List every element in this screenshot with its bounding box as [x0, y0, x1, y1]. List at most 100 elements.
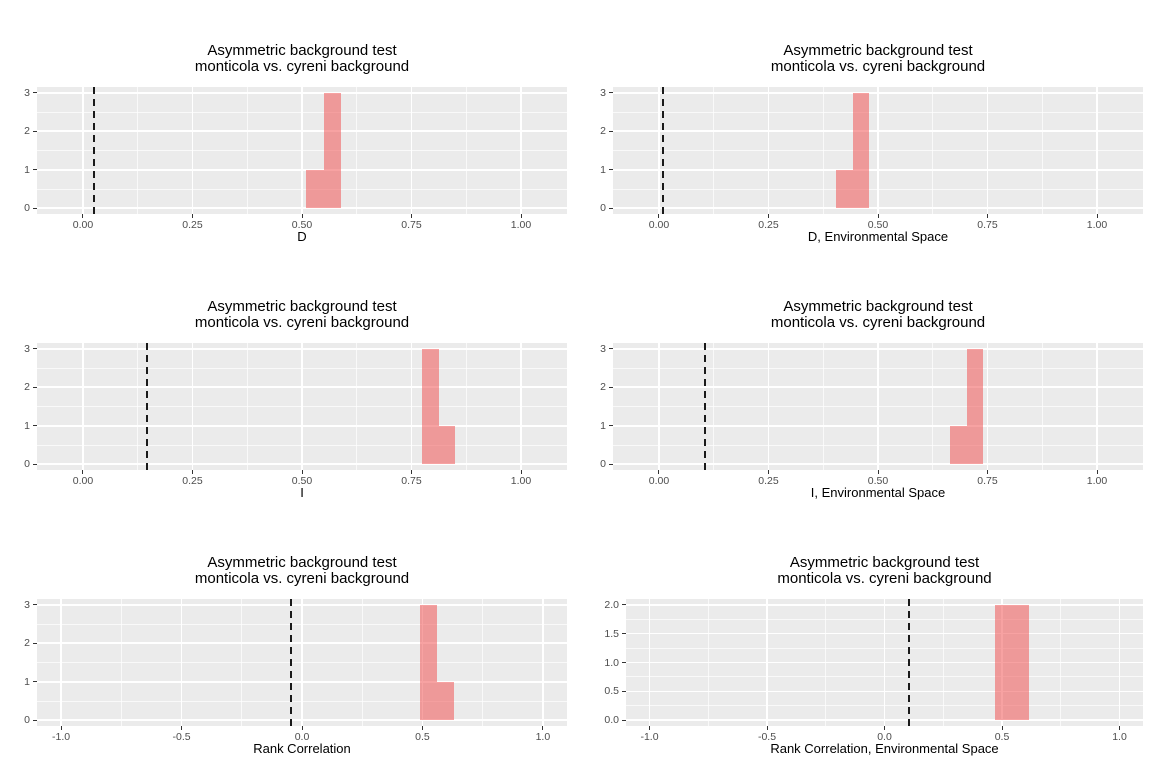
- x-tick-mark: [301, 726, 303, 730]
- y-tick-label: 2.0: [604, 598, 619, 611]
- x-tick-mark: [542, 726, 544, 730]
- x-tick-mark: [1119, 726, 1120, 730]
- y-tick-label: 2: [600, 381, 606, 394]
- y-tick-label: 1: [24, 163, 30, 176]
- histogram-bar: [994, 604, 1012, 721]
- plot-title: Asymmetric background test monticola vs.…: [626, 555, 1143, 587]
- gridline-minor-x: [482, 599, 484, 726]
- gridline-major-x: [60, 599, 62, 726]
- y-tick-mark: [609, 92, 613, 94]
- subplot-d-environmental-space: Asymmetric background test monticola vs.…: [576, 0, 1152, 256]
- subplot-i: Asymmetric background test monticola vs.…: [0, 256, 576, 512]
- y-tick-label: 3: [24, 86, 30, 99]
- plot-panel: [37, 87, 567, 214]
- y-tick-mark: [622, 662, 626, 663]
- gridline-major-x: [301, 599, 303, 726]
- observed-value-dashed-line: [92, 87, 95, 214]
- plot-title-line2: monticola vs. cyreni background: [194, 570, 410, 587]
- x-tick-mark: [877, 214, 879, 218]
- plot-title-line2: monticola vs. cyreni background: [194, 314, 410, 331]
- gridline-minor-x: [932, 87, 934, 214]
- plot-title: Asymmetric background test monticola vs.…: [613, 43, 1143, 75]
- y-tick-mark: [622, 604, 626, 606]
- gridline-minor-x: [356, 343, 358, 470]
- x-tick-label: -1.0: [640, 731, 659, 743]
- gridline-minor-x: [465, 87, 467, 214]
- x-tick-label: 0.25: [758, 475, 779, 487]
- plot-panel: [626, 599, 1143, 726]
- histogram-bar: [438, 425, 456, 465]
- y-tick-mark: [33, 169, 37, 171]
- plot-title-line2: monticola vs. cyreni background: [770, 314, 986, 331]
- plot-panel: [613, 343, 1143, 470]
- x-tick-label: 0.00: [72, 475, 94, 487]
- gridline-minor-x: [246, 87, 248, 214]
- gridline-minor-x: [932, 343, 934, 470]
- gridline-major-x: [301, 87, 303, 214]
- x-tick-label: 0.5: [994, 731, 1010, 743]
- x-tick-mark: [520, 470, 522, 474]
- histogram-bar: [323, 92, 342, 209]
- x-tick-mark: [191, 214, 193, 218]
- histogram-bar: [420, 604, 437, 721]
- gridline-minor-x: [822, 87, 824, 214]
- x-tick-label: 0.75: [977, 219, 998, 231]
- x-tick-mark: [1096, 214, 1098, 218]
- x-tick-mark: [649, 726, 650, 730]
- x-tick-mark: [60, 726, 62, 730]
- histogram-bar: [436, 681, 454, 721]
- x-tick-mark: [181, 726, 183, 730]
- y-tick-mark: [33, 425, 37, 427]
- y-tick-mark: [609, 130, 613, 132]
- x-tick-label: 0.25: [758, 219, 779, 231]
- x-tick-mark: [987, 470, 988, 474]
- x-tick-mark: [301, 470, 303, 474]
- x-tick-mark: [520, 214, 522, 218]
- x-tick-mark: [82, 470, 84, 474]
- y-tick-label: 0: [24, 202, 30, 215]
- x-tick-mark: [82, 214, 84, 218]
- gridline-major-x: [301, 343, 303, 470]
- y-tick-label: 1.0: [604, 656, 619, 669]
- gridline-major-x: [1118, 599, 1121, 726]
- x-tick-mark: [658, 470, 660, 474]
- x-axis-label: D, Environmental Space: [807, 229, 949, 244]
- y-tick-label: 1: [24, 675, 30, 688]
- x-tick-mark: [877, 470, 879, 474]
- plot-title-line1: Asymmetric background test: [207, 42, 397, 59]
- plot-title-line2: monticola vs. cyreni background: [777, 570, 992, 587]
- y-tick-mark: [33, 604, 37, 606]
- observed-value-dashed-line: [908, 599, 911, 726]
- gridline-major-x: [191, 343, 194, 470]
- x-tick-label: 1.00: [510, 219, 532, 231]
- histogram-bar: [966, 348, 984, 465]
- y-tick-mark: [33, 719, 37, 721]
- gridline-major-x: [1096, 87, 1098, 214]
- x-axis-label: I: [300, 485, 304, 500]
- gridline-minor-x: [713, 87, 715, 214]
- x-tick-label: 0.00: [648, 475, 670, 487]
- x-tick-mark: [301, 214, 303, 218]
- gridline-minor-x: [241, 599, 243, 726]
- y-tick-mark: [609, 348, 613, 350]
- plot-title-line2: monticola vs. cyreni background: [770, 58, 986, 75]
- y-tick-label: 0: [24, 714, 30, 727]
- x-tick-mark: [767, 470, 769, 474]
- y-tick-mark: [622, 633, 626, 635]
- subplot-d: Asymmetric background test monticola vs.…: [0, 0, 576, 256]
- y-tick-label: 1.5: [604, 627, 619, 640]
- gridline-major-x: [986, 343, 989, 470]
- y-tick-mark: [609, 425, 613, 427]
- y-tick-label: 0.5: [604, 685, 619, 698]
- gridline-major-x: [82, 87, 84, 214]
- x-tick-label: 0.00: [72, 219, 94, 231]
- x-tick-label: 0.25: [182, 475, 203, 487]
- y-tick-mark: [33, 386, 37, 388]
- x-tick-label: 0.50: [867, 475, 889, 487]
- histogram-bar: [1011, 604, 1030, 721]
- x-axis-label: Rank Correlation, Environmental Space: [770, 741, 999, 756]
- y-tick-label: 2: [24, 125, 30, 138]
- y-tick-label: 3: [600, 86, 606, 99]
- y-tick-label: 1: [24, 419, 30, 432]
- y-tick-label: 3: [24, 598, 30, 611]
